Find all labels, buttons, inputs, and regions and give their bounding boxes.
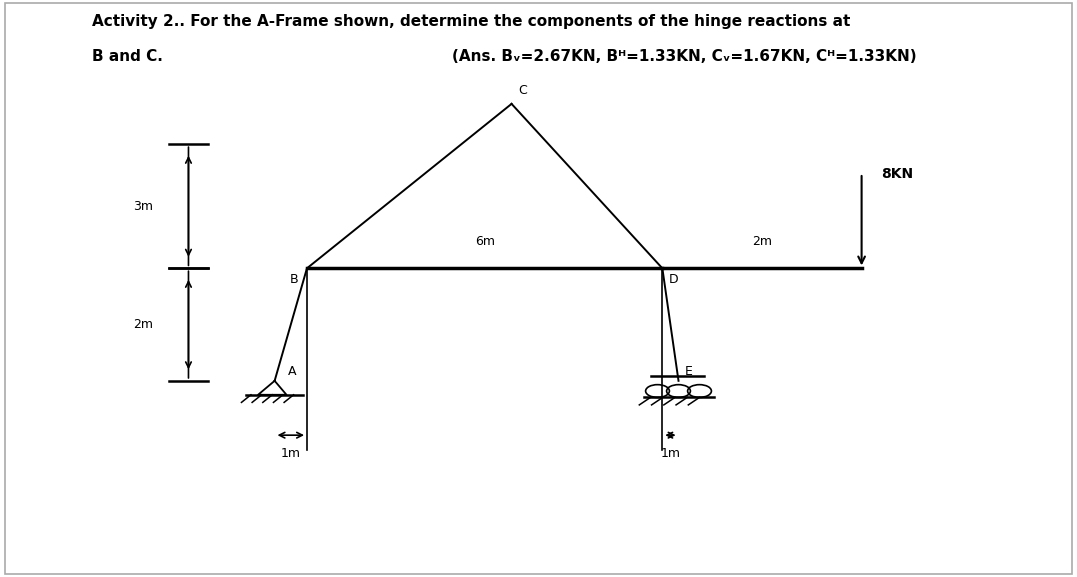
Text: 3m: 3m [134, 200, 153, 213]
Text: B: B [290, 273, 298, 286]
Text: D: D [669, 273, 679, 286]
Text: 1m: 1m [281, 447, 300, 460]
Text: 2m: 2m [134, 318, 153, 331]
Text: 1m: 1m [660, 447, 681, 460]
Text: 6m: 6m [475, 235, 494, 248]
Text: C: C [518, 84, 527, 97]
Text: (Ans. Bᵥ=2.67KN, Bᴴ=1.33KN, Cᵥ=1.67KN, Cᴴ=1.33KN): (Ans. Bᵥ=2.67KN, Bᴴ=1.33KN, Cᵥ=1.67KN, C… [452, 49, 917, 64]
Text: Activity 2.. For the A-Frame shown, determine the components of the hinge reacti: Activity 2.. For the A-Frame shown, dete… [92, 14, 850, 29]
Text: A: A [288, 365, 296, 378]
Text: E: E [685, 365, 693, 378]
Text: 8KN: 8KN [881, 167, 913, 181]
Text: 2m: 2m [752, 235, 772, 248]
Text: B and C.: B and C. [92, 49, 163, 64]
